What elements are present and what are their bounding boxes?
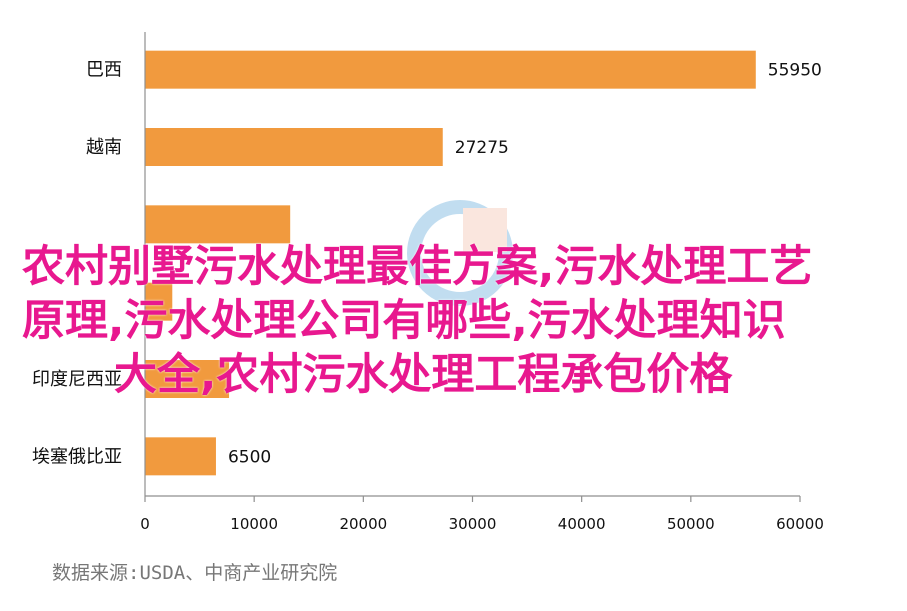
source-note: 数据来源:USDA、中商产业研究院 xyxy=(52,562,338,584)
watermark-logo xyxy=(407,200,513,306)
bar-3 xyxy=(145,282,173,321)
overlay-line-2: 原理,污水处理公司有哪些,污水处理知识 xyxy=(22,296,786,346)
x-tick-label-1: 10000 xyxy=(230,515,278,533)
category-label-5: 埃塞俄比亚 xyxy=(32,446,122,467)
x-tick-label-3: 30000 xyxy=(449,515,497,533)
data-label-5: 6500 xyxy=(228,447,271,467)
bar-4 xyxy=(145,360,230,398)
bar-2 xyxy=(145,205,291,244)
x-tick-label-2: 20000 xyxy=(339,515,387,533)
x-tick-label-4: 40000 xyxy=(558,515,606,533)
category-label-4: 印度尼西亚 xyxy=(32,369,122,390)
overlay-caption: 农村别墅污水处理最佳方案,污水处理工艺 原理,污水处理公司有哪些,污水处理知识 … xyxy=(22,240,882,402)
bars-group xyxy=(145,50,756,476)
overlay-line-3: 大全,农村污水处理工程承包价格 xyxy=(114,350,733,400)
x-axis-ticks: 0 10000 20000 30000 40000 50000 60000 xyxy=(140,496,824,533)
x-tick-label-5: 50000 xyxy=(667,515,715,533)
bar-0 xyxy=(145,50,756,89)
category-label-1: 越南 xyxy=(86,137,122,158)
data-label-1: 27275 xyxy=(455,138,509,158)
category-label-0: 巴西 xyxy=(86,60,122,81)
data-label-0: 55950 xyxy=(768,61,822,81)
data-labels: 55950 27275 6500 xyxy=(228,61,822,468)
bar-1 xyxy=(145,128,443,166)
overlay-line-1: 农村别墅污水处理最佳方案,污水处理工艺 xyxy=(22,242,813,292)
x-tick-label-0: 0 xyxy=(140,515,150,533)
x-tick-label-6: 60000 xyxy=(776,515,824,533)
bar-5 xyxy=(145,437,216,476)
